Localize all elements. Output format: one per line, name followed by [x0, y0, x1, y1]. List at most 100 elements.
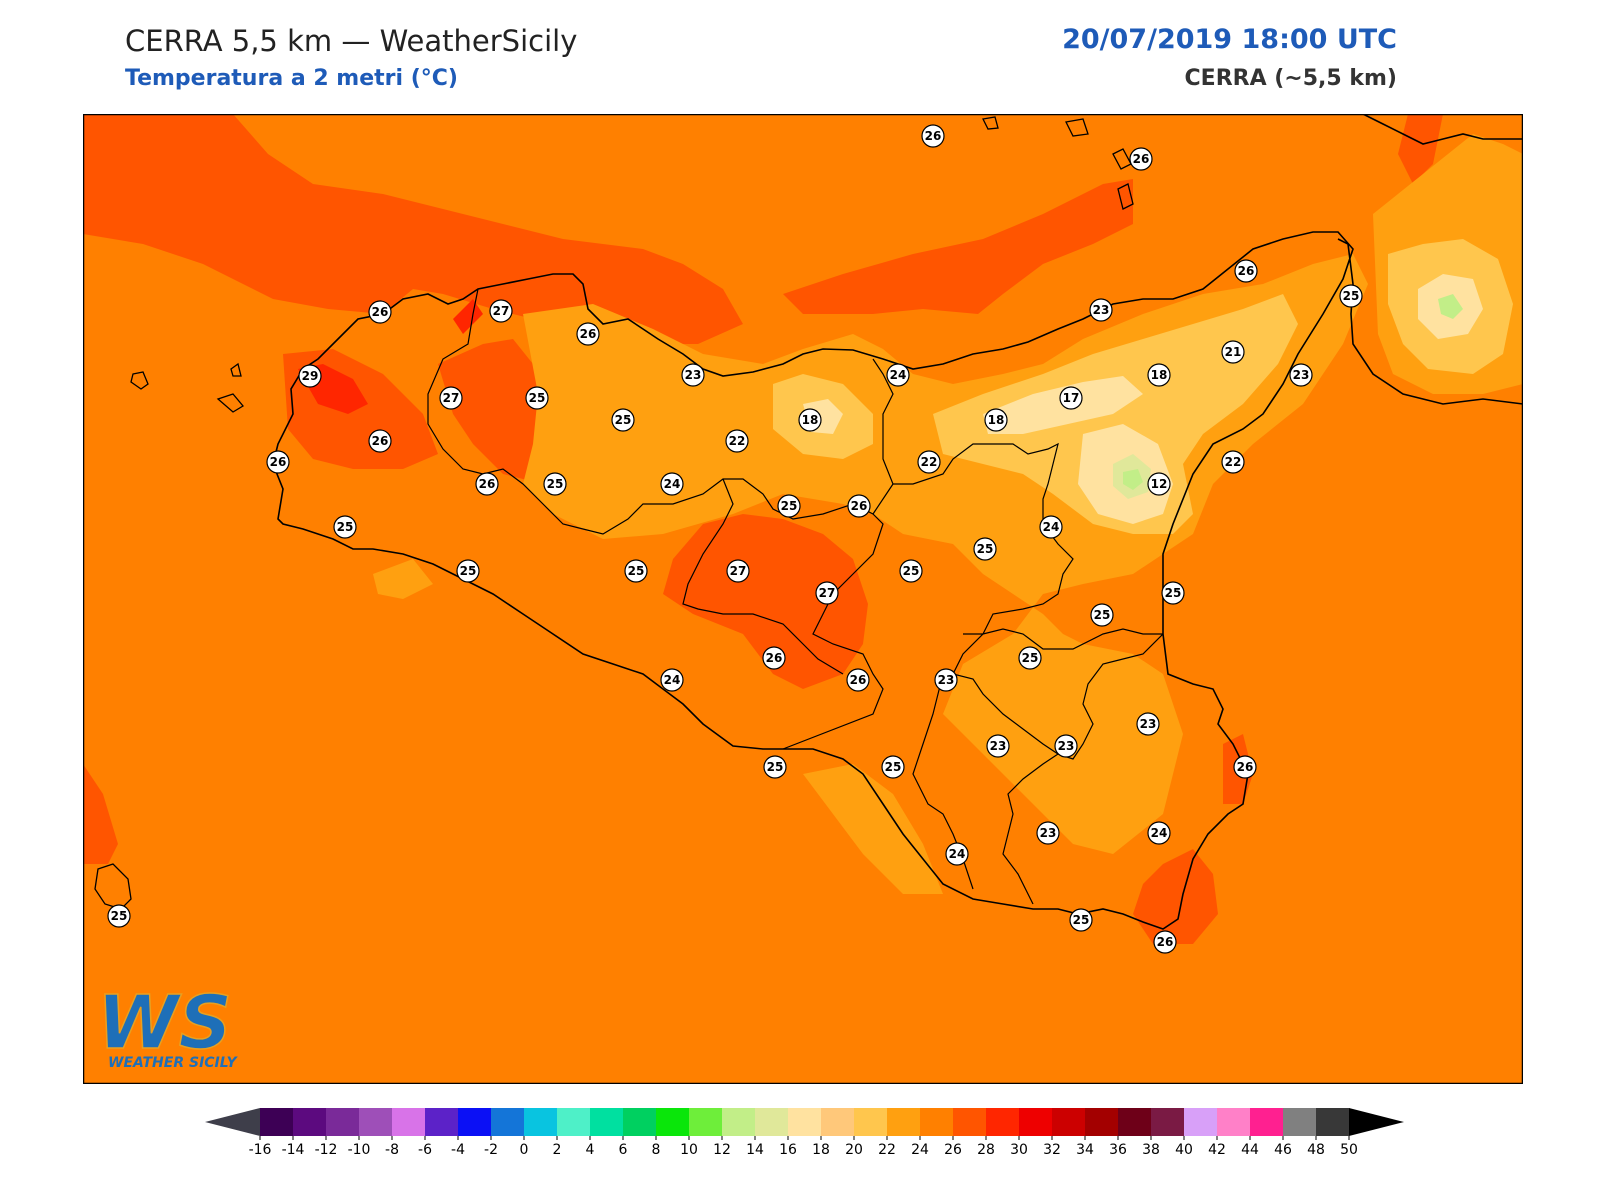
station-circle: [1089, 298, 1113, 322]
station-value: 23: [1040, 826, 1057, 840]
station-circle: [624, 559, 648, 583]
colorbar-cell: [1085, 1108, 1119, 1136]
station-value: 24: [664, 477, 681, 491]
station-circle: [107, 904, 131, 928]
station-circle: [881, 755, 905, 779]
station-value: 23: [938, 673, 955, 687]
colorbar-tick-label: 18: [812, 1142, 830, 1158]
station-circle: [846, 668, 870, 692]
province-borders: [427, 288, 1164, 905]
station-marker: 23: [681, 363, 705, 387]
station-value: 22: [921, 455, 938, 469]
station-circle: [986, 734, 1010, 758]
station-circle: [921, 124, 945, 148]
station-value: 22: [1225, 455, 1242, 469]
station-circle: [368, 429, 392, 453]
station-marker: 24: [1039, 515, 1063, 539]
station-value: 18: [988, 413, 1005, 427]
station-marker: 25: [1161, 581, 1185, 605]
colorbar-tick-label: -14: [282, 1142, 305, 1158]
station-value: 21: [1225, 345, 1242, 359]
station-circle: [1054, 734, 1078, 758]
station-value: 24: [1151, 826, 1168, 840]
station-circle: [266, 450, 290, 474]
temperature-map: 26 26 26 25 26 27 26 29 27 25 25 23 24 23 18 21 17 18 18 23…: [83, 114, 1523, 1084]
colorbar-cell: [854, 1108, 888, 1136]
station-value: 26: [580, 327, 597, 341]
colorbar-cell: [1151, 1108, 1185, 1136]
station-value: 26: [1133, 152, 1150, 166]
station-marker: 25: [525, 386, 549, 410]
station-value: 26: [270, 455, 287, 469]
colorbar-cell: [953, 1108, 987, 1136]
station-marker: 23: [1136, 712, 1160, 736]
station-circle: [489, 299, 513, 323]
station-circle: [1153, 930, 1177, 954]
station-value: 25: [460, 564, 477, 578]
colorbar-cell: [293, 1108, 327, 1136]
colorbar-tick-label: 44: [1241, 1142, 1259, 1158]
station-marker: 27: [489, 299, 513, 323]
station-value: 27: [730, 564, 747, 578]
colorbar-cell: [1316, 1108, 1350, 1136]
colorbar-over-arrow: [1349, 1108, 1404, 1136]
station-marker: 26: [921, 124, 945, 148]
colorbar-cell: [458, 1108, 492, 1136]
station-marker: 25: [624, 559, 648, 583]
colorbar-tick-label: 24: [911, 1142, 929, 1158]
colorbar-under-arrow: [205, 1108, 260, 1136]
station-value: 25: [615, 413, 632, 427]
station-marker: 26: [1234, 259, 1258, 283]
temperature-colorbar: -16 -14 -12 -10 -8 -6 -4 -2 0 2 4 6 8 10 12 14 16 18 20 22 2…: [205, 1108, 1404, 1158]
station-circle: [984, 408, 1008, 432]
station-value: 25: [1022, 651, 1039, 665]
station-value: 27: [493, 304, 510, 318]
station-value: 25: [781, 499, 798, 513]
station-value: 26: [1157, 935, 1174, 949]
station-value: 23: [1093, 303, 1110, 317]
station-marker: 22: [725, 429, 749, 453]
station-marker: 26: [762, 646, 786, 670]
station-circle: [1221, 450, 1245, 474]
station-marker: 25: [899, 559, 923, 583]
station-value: 25: [977, 542, 994, 556]
station-circle: [1147, 363, 1171, 387]
colorbar-cell: [1019, 1108, 1053, 1136]
station-value: 29: [302, 369, 319, 383]
station-circle: [1161, 581, 1185, 605]
field-26-28-southeast: [1133, 849, 1218, 944]
station-value: 25: [1073, 913, 1090, 927]
station-marker: 25: [1339, 284, 1363, 308]
station-value: 25: [885, 760, 902, 774]
colorbar-cell: [623, 1108, 657, 1136]
map-subtitle: Temperatura a 2 metri (°C): [125, 66, 458, 91]
station-marker: 17: [1059, 386, 1083, 410]
station-circle: [576, 322, 600, 346]
colorbar-cell: [326, 1108, 360, 1136]
station-value: 26: [851, 499, 868, 513]
station-marker: 23: [1089, 298, 1113, 322]
colorbar-tick-label: 42: [1208, 1142, 1226, 1158]
station-value: 26: [372, 434, 389, 448]
station-circle: [1018, 646, 1042, 670]
station-value: 12: [1151, 477, 1168, 491]
colorbar-tick-label: -16: [249, 1142, 272, 1158]
station-value: 26: [850, 673, 867, 687]
station-value: 23: [1140, 717, 1157, 731]
station-markers: 26 26 26 25 26 27 26 29 27 25 25 23 24 23 18 21 17 18 18 23…: [107, 124, 1363, 954]
station-marker: 25: [456, 559, 480, 583]
station-circle: [1136, 712, 1160, 736]
station-circle: [681, 363, 705, 387]
station-circle: [611, 408, 635, 432]
station-value: 26: [372, 305, 389, 319]
station-marker: 25: [881, 755, 905, 779]
station-marker: 29: [298, 364, 322, 388]
colorbar-cell: [689, 1108, 723, 1136]
station-value: 24: [949, 847, 966, 861]
station-marker: 26: [266, 450, 290, 474]
colorbar-tick-label: -2: [484, 1142, 498, 1158]
colorbar-tick-label: -4: [451, 1142, 465, 1158]
station-marker: 26: [368, 429, 392, 453]
station-circle: [368, 300, 392, 324]
station-value: 25: [1094, 608, 1111, 622]
